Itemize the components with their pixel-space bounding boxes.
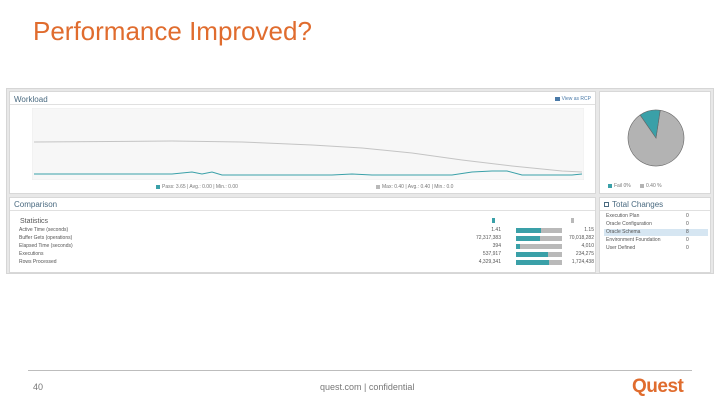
stat-bar-2-fill [539, 236, 562, 241]
link-icon [554, 96, 560, 101]
workload-title: Workload [14, 95, 48, 104]
divider [10, 210, 595, 211]
stat-bar-1-fill [516, 252, 549, 257]
legend-gray-swatch [376, 184, 380, 189]
statistics-row: Elapsed Time (seconds) 394 4,010 [19, 243, 594, 250]
change-label: User Defined [606, 245, 636, 251]
stat-bar-1-fill [516, 236, 540, 241]
change-count: 0 [686, 213, 689, 219]
change-label: Oracle Schema [606, 229, 641, 235]
stat-label: Rows Processed [19, 259, 57, 265]
stat-value-1: 537,917 [482, 251, 501, 257]
pie-legend-1: Fail 0% [614, 183, 631, 189]
statistics-row: Rows Processed 4,329,341 1,724,438 [19, 259, 594, 266]
stat-label: Executions [19, 251, 44, 257]
footer-confidential: quest.com | confidential [320, 382, 415, 392]
change-count: 0 [686, 245, 689, 251]
pie-chart [627, 109, 685, 167]
change-count: 0 [686, 237, 689, 243]
change-row[interactable]: Environment Foundation 0 [604, 237, 708, 244]
stat-bar-1 [516, 236, 562, 241]
stat-label: Elapsed Time (seconds) [19, 243, 73, 249]
divider [600, 210, 710, 211]
stat-bar-1-fill [516, 228, 542, 233]
statistics-row: Executions 537,917 234,275 [19, 251, 594, 258]
pie-legend-2: 0.40 % [646, 183, 662, 189]
stat-value-2: 4,010 [581, 243, 594, 249]
pie-legend-pass: 0.40 % [640, 183, 662, 189]
change-row[interactable]: User Defined 0 [604, 245, 708, 252]
stat-value-2: 1,724,438 [571, 259, 594, 265]
stat-bar-1 [516, 252, 562, 257]
pie-legend-swatch-2 [640, 183, 644, 188]
expand-icon[interactable] [604, 202, 609, 208]
change-row[interactable]: Oracle Schema 8 [604, 229, 708, 236]
stat-bar-1 [516, 244, 562, 249]
gray-column-marker [571, 218, 574, 223]
legend-right-text: Max: 0.40 | Avg.: 0.40 | Min.: 0.0 [382, 184, 454, 190]
workload-chart [32, 108, 584, 180]
slide-title: Performance Improved? [33, 16, 312, 46]
change-count: 0 [686, 221, 689, 227]
legend-teal-swatch [156, 184, 160, 189]
total-changes-header: Total Changes [604, 200, 663, 209]
quest-logo: Quest [632, 376, 684, 397]
view-as-rcp-link[interactable]: View as RCP [554, 96, 591, 102]
statistics-row: Buffer Gets (operations) 72,317,383 70,018… [19, 235, 594, 242]
dashboard-screenshot: Workload View as RCP Pass: 3.65 | Avg.: … [6, 88, 714, 274]
change-label: Environment Foundation [606, 237, 661, 243]
divider [10, 104, 595, 105]
total-changes-title: Total Changes [612, 200, 664, 209]
statistics-label: Statistics [20, 218, 49, 225]
stat-label: Buffer Gets (operations) [19, 235, 73, 241]
pie-legend-fail: Fail 0% [608, 183, 631, 189]
stat-bar-2-fill [549, 260, 562, 265]
stat-value-1: 72,317,383 [475, 235, 501, 241]
stat-bar-2-fill [519, 244, 562, 249]
stat-value-2: 70,018,282 [568, 235, 594, 241]
page-number: 40 [33, 382, 44, 392]
stat-label: Active Time (seconds) [19, 227, 69, 233]
view-link-label: View as RCP [561, 96, 591, 102]
teal-column-marker [492, 218, 495, 223]
stat-value-2: 234,275 [575, 251, 594, 257]
change-row[interactable]: Execution Plan 0 [604, 213, 708, 220]
stat-bar-1 [516, 260, 562, 265]
workload-legend-left: Pass: 3.65 | Avg.: 0.00 | Min.: 0.00 [156, 184, 238, 190]
stat-bar-2-fill [548, 252, 562, 257]
stat-value-1: 1.41 [491, 227, 501, 233]
pie-panel: Fail 0% 0.40 % [599, 91, 711, 194]
stat-bar-1 [516, 228, 562, 233]
pie-legend-swatch-1 [608, 183, 612, 188]
workload-panel: Workload View as RCP Pass: 3.65 | Avg.: … [9, 91, 596, 194]
comparison-panel: Comparison Statistics Active Time (secon… [9, 197, 596, 273]
workload-legend-right: Max: 0.40 | Avg.: 0.40 | Min.: 0.0 [376, 184, 453, 190]
change-count: 8 [686, 229, 689, 235]
stat-bar-1-fill [516, 244, 520, 249]
pie-slice [639, 109, 661, 139]
change-label: Execution Plan [606, 213, 640, 219]
change-row[interactable]: Oracle Configuration 0 [604, 221, 708, 228]
comparison-title: Comparison [14, 200, 58, 209]
stat-value-1: 4,329,341 [478, 259, 501, 265]
stat-value-1: 394 [492, 243, 501, 249]
legend-left-text: Pass: 3.65 | Avg.: 0.00 | Min.: 0.00 [162, 184, 238, 190]
stat-bar-2-fill [541, 228, 562, 233]
statistics-row: Active Time (seconds) 1.41 1.15 [19, 227, 594, 234]
footer-divider [28, 370, 692, 371]
change-label: Oracle Configuration [606, 221, 652, 227]
total-changes-panel: Total Changes Execution Plan 0 Oracle Conf… [599, 197, 711, 273]
stat-value-2: 1.15 [584, 227, 594, 233]
stat-bar-1-fill [516, 260, 550, 265]
